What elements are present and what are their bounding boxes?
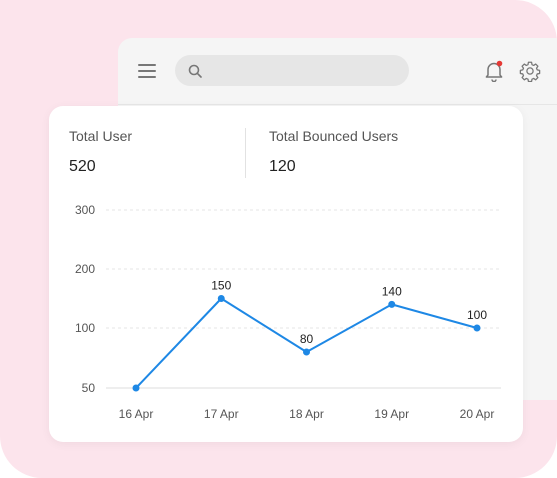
y-tick-label: 300 [75,203,95,217]
gear-icon[interactable] [519,60,541,82]
stat-label: Total Bounced Users [269,128,399,144]
y-tick-label: 100 [75,321,95,335]
data-label: 100 [467,308,487,322]
x-tick-label: 16 Apr [119,407,154,421]
search-bar[interactable] [175,55,409,86]
top-bar [118,38,557,105]
bell-icon[interactable] [484,60,504,82]
data-point [303,348,310,356]
data-label: 140 [382,284,402,298]
stat-divider [245,128,246,178]
data-point [388,300,396,308]
data-point [473,324,481,332]
x-tick-label: 17 Apr [204,407,239,421]
x-tick-label: 20 Apr [460,407,495,421]
search-input[interactable] [209,60,403,83]
line-chart: 50 100 200 300 16 Apr 17 Apr 18 Apr 19 Apr 20 Ap… [75,203,501,421]
stats-card: Total User 520 Total Bounced Users 120 5… [49,106,523,442]
data-point [132,384,140,392]
search-icon [188,64,202,78]
total-bounced-users-stat: Total Bounced Users 120 [269,128,398,176]
stat-value: 120 [269,158,296,175]
total-user-stat: Total User 520 [69,128,132,176]
y-tick-label: 50 [82,381,96,395]
menu-icon[interactable] [138,62,156,78]
stat-value: 520 [69,158,96,175]
x-tick-label: 19 Apr [374,407,409,421]
y-tick-label: 200 [75,262,95,276]
notification-dot [496,60,503,67]
data-label: 150 [211,279,231,293]
data-point [217,295,225,302]
stat-label: Total User [69,128,133,144]
data-label: 80 [300,332,314,346]
x-tick-label: 18 Apr [289,407,324,421]
